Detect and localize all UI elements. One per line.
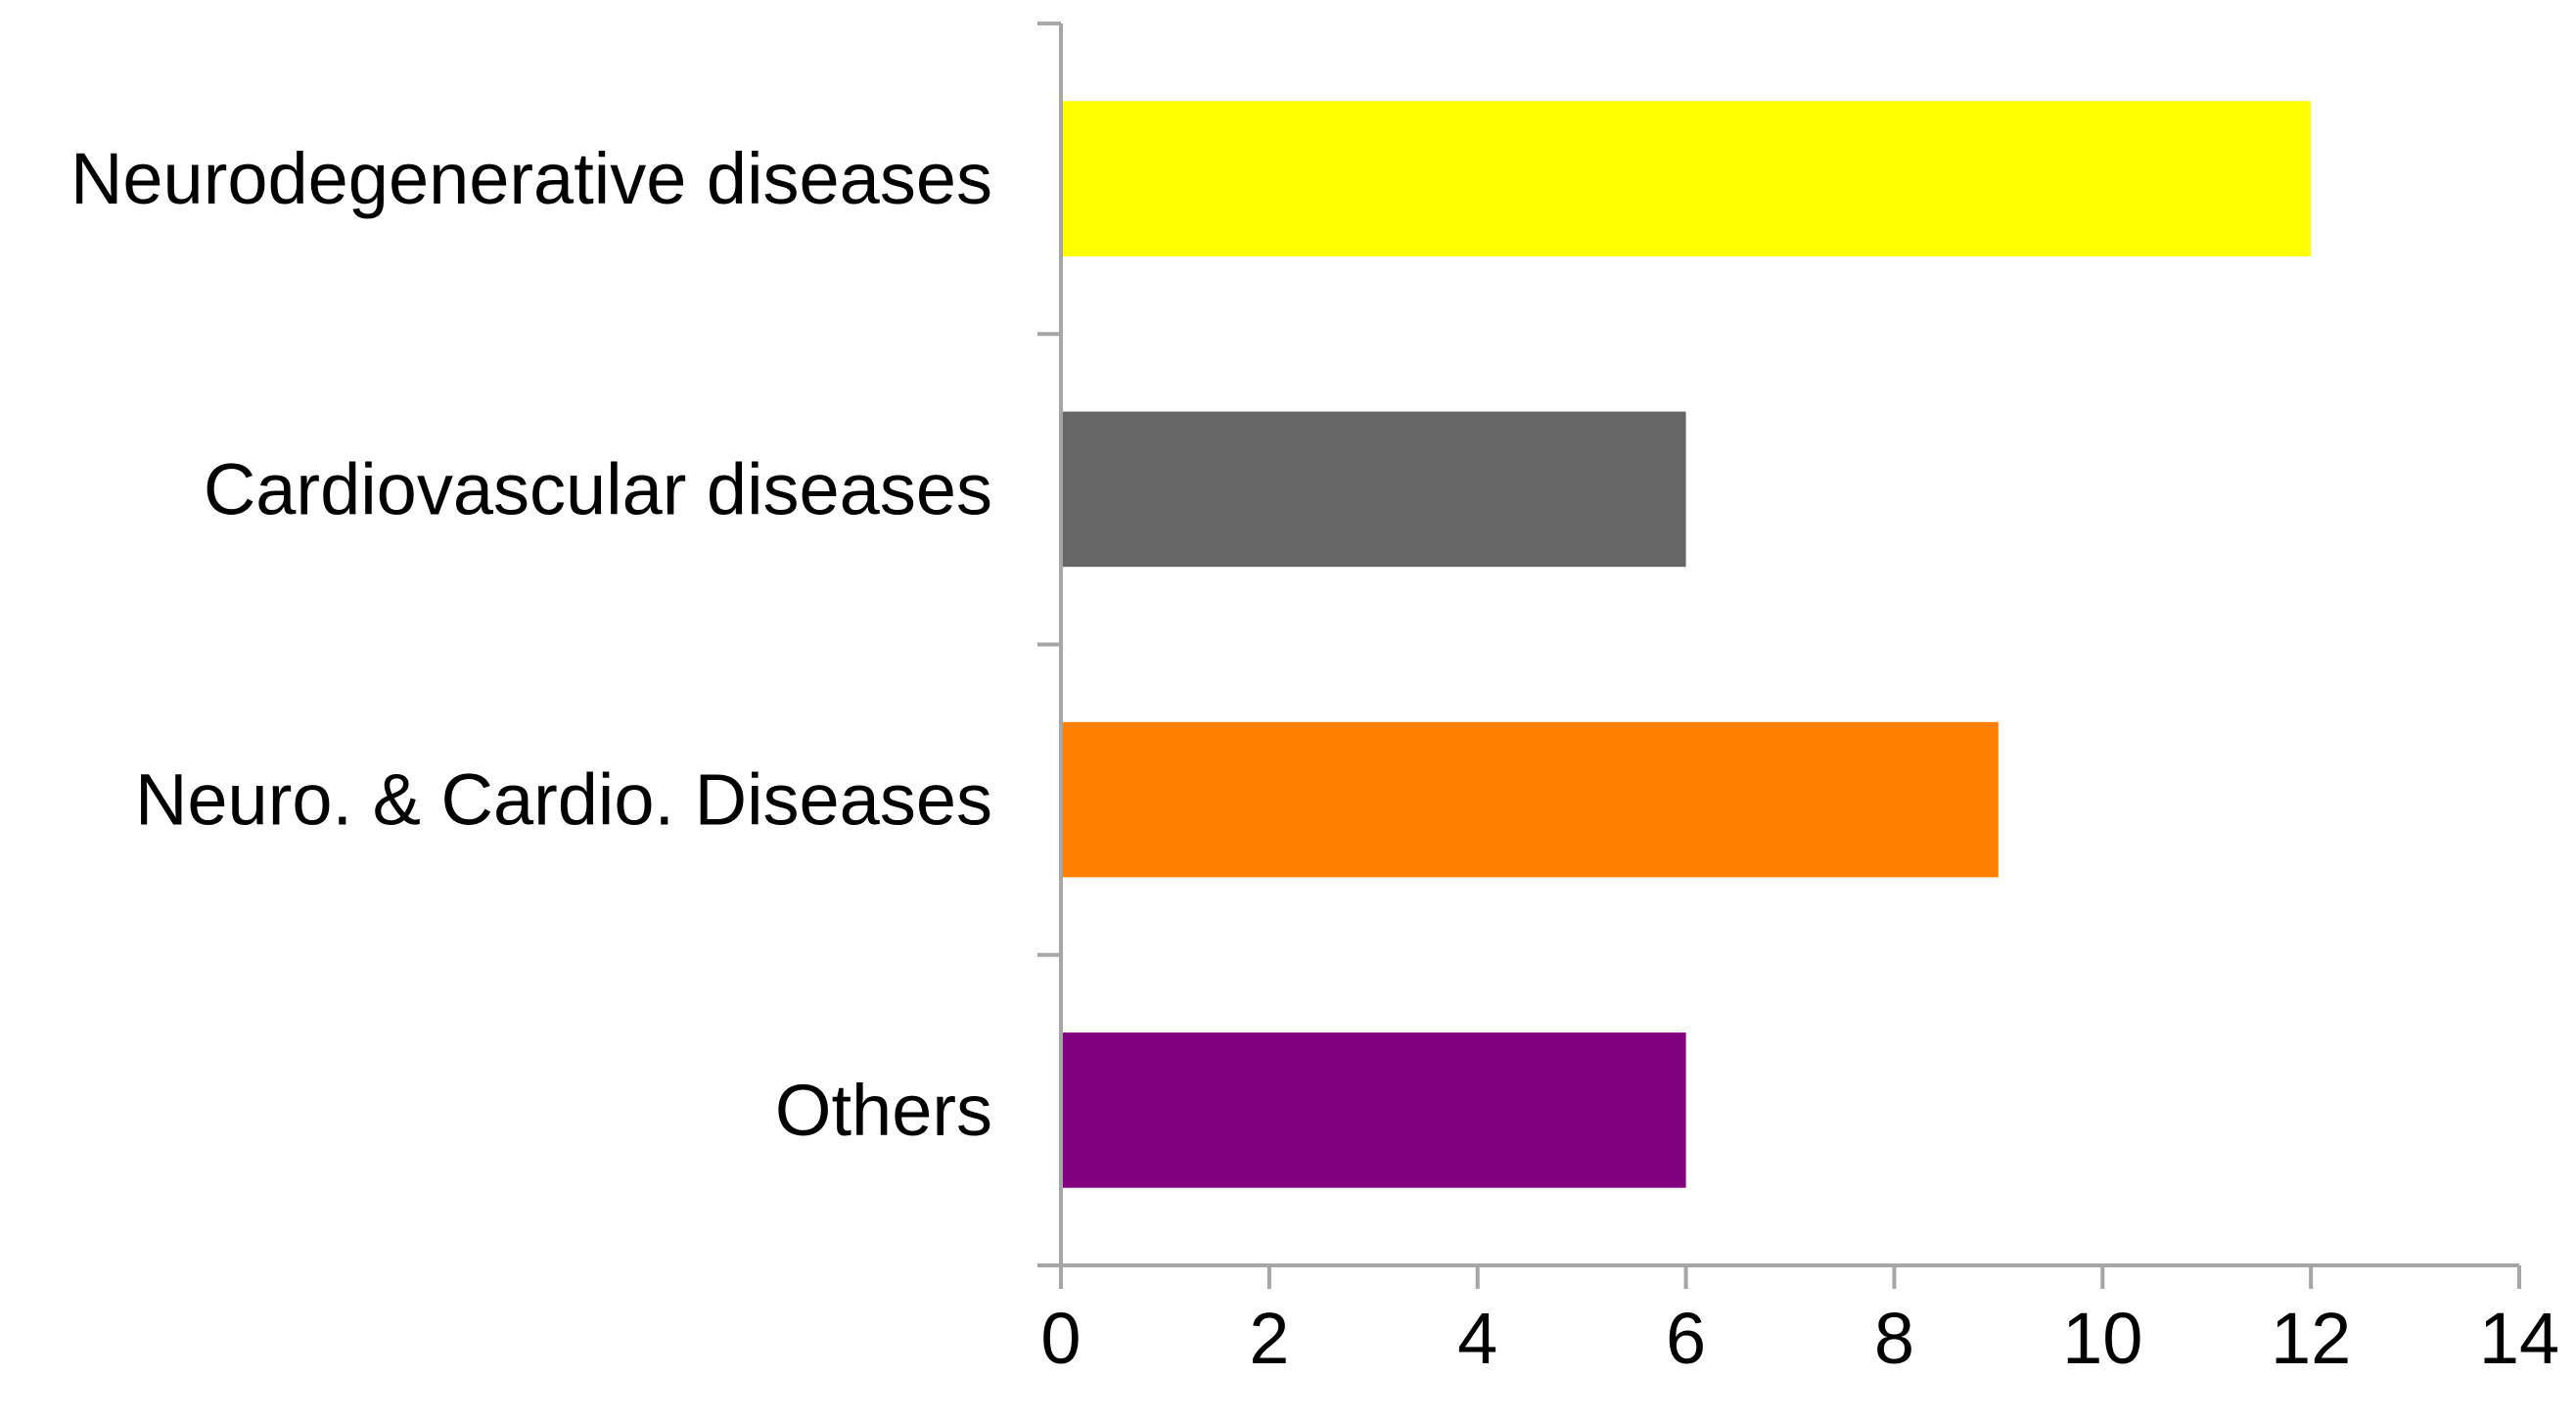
- bar-neurodegenerative-diseases: [1061, 101, 2312, 256]
- x-tick-label: 6: [1666, 1298, 1706, 1379]
- labels-layer: Neurodegenerative diseases Cardiovascular…: [70, 138, 2559, 1379]
- bars-layer: [1061, 101, 2312, 1188]
- bar-others: [1061, 1032, 1686, 1188]
- x-tick-label: 0: [1040, 1298, 1081, 1379]
- x-tick-label: 8: [1874, 1298, 1914, 1379]
- category-label-others: Others: [775, 1070, 992, 1151]
- category-label-neurodegenerative-diseases: Neurodegenerative diseases: [70, 138, 992, 219]
- bar-neuro-cardio-diseases: [1061, 721, 1999, 878]
- x-tick-label: 2: [1249, 1298, 1289, 1379]
- x-tick-label: 10: [2062, 1298, 2142, 1379]
- axis-layer: [1037, 22, 2521, 1289]
- x-tick-label: 14: [2479, 1298, 2559, 1379]
- x-tick-label: 4: [1457, 1298, 1497, 1379]
- category-label-neuro-cardio-diseases: Neuro. & Cardio. Diseases: [135, 759, 992, 841]
- bar-cardiovascular-diseases: [1061, 411, 1686, 568]
- category-label-cardiovascular-diseases: Cardiovascular diseases: [204, 448, 992, 529]
- x-tick-label: 12: [2271, 1298, 2351, 1379]
